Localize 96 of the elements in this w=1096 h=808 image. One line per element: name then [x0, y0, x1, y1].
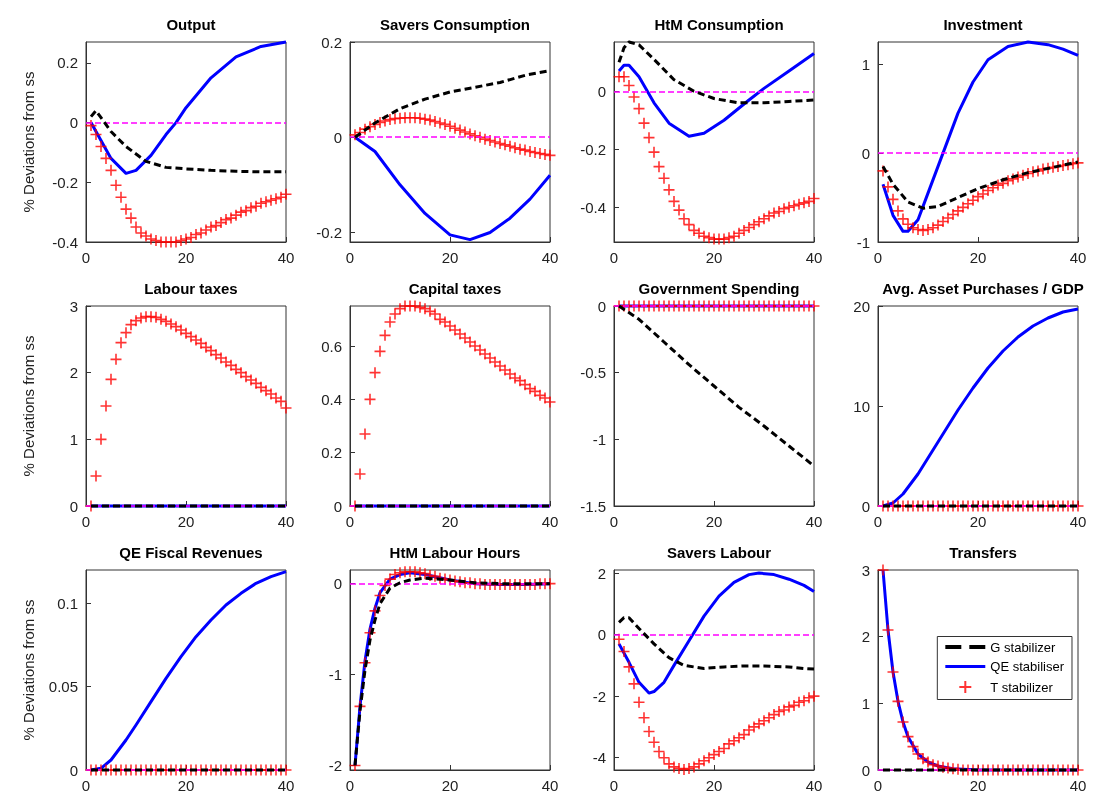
y-tick-label: 0.1 — [57, 594, 78, 612]
x-tick-label: 40 — [805, 777, 823, 794]
y-tick-label: 0 — [597, 297, 606, 315]
y-tick-label: 0 — [69, 761, 78, 779]
y-tick-label: 0 — [333, 575, 342, 593]
y-tick-label: 0.6 — [321, 337, 342, 355]
chart-title: HtM Consumption — [654, 16, 784, 33]
x-tick-label: 20 — [177, 249, 195, 266]
y-tick-label: 0 — [69, 114, 78, 132]
y-tick-label: -0.2 — [580, 140, 606, 158]
x-tick-label: 0 — [345, 777, 355, 794]
x-tick-label: 20 — [705, 513, 723, 530]
legend-label: QE stabiliser — [990, 658, 1065, 674]
x-tick-label: 40 — [805, 513, 823, 530]
y-tick-label: 0.05 — [48, 678, 78, 696]
x-tick-label: 20 — [177, 513, 195, 530]
chart-title: QE Fiscal Revenues — [119, 544, 263, 561]
chart-title: Investment — [943, 16, 1023, 33]
y-tick-label: -2 — [592, 687, 606, 705]
y-tick-label: 1 — [861, 694, 870, 712]
x-tick-label: 20 — [441, 513, 459, 530]
y-tick-label: -0.5 — [580, 364, 606, 382]
y-tick-label: -1 — [592, 430, 606, 448]
chart-title: Labour taxes — [144, 280, 238, 297]
y-tick-label: -0.2 — [52, 173, 78, 191]
chart-title: Output — [166, 16, 216, 33]
x-tick-label: 40 — [277, 513, 295, 530]
y-tick-label: 0.2 — [57, 54, 78, 72]
chart-title: Capital taxes — [408, 280, 502, 297]
y-tick-label: -1 — [328, 666, 342, 684]
y-tick-label: -0.4 — [580, 198, 606, 216]
x-tick-label: 0 — [609, 777, 619, 794]
y-tick-label: -0.4 — [52, 233, 78, 251]
x-tick-label: 0 — [873, 513, 883, 530]
y-tick-label: 2 — [69, 364, 78, 382]
y-tick-label: 0 — [597, 626, 606, 644]
y-tick-label: 0 — [597, 82, 606, 100]
x-tick-label: 20 — [441, 249, 459, 266]
y-axis-title: % Deviations from ss — [20, 599, 37, 741]
y-tick-label: 0 — [861, 497, 870, 515]
chart-title: Avg. Asset Purchases / GDP — [882, 280, 1084, 297]
x-tick-label: 40 — [541, 513, 559, 530]
y-tick-label: 2 — [597, 564, 606, 582]
chart-title: Savers Consumption — [379, 16, 531, 33]
y-tick-label: 0 — [861, 761, 870, 779]
x-tick-label: 0 — [609, 513, 619, 530]
x-tick-label: 0 — [873, 777, 883, 794]
x-tick-label: 40 — [277, 777, 295, 794]
x-tick-label: 20 — [705, 777, 723, 794]
y-tick-label: -0.2 — [316, 223, 342, 241]
x-tick-label: 0 — [345, 249, 355, 266]
x-tick-label: 40 — [1069, 249, 1087, 266]
x-tick-label: 40 — [277, 249, 295, 266]
x-tick-label: 0 — [81, 513, 91, 530]
y-tick-label: 10 — [853, 397, 870, 415]
x-tick-label: 40 — [541, 777, 559, 794]
y-tick-label: 0.2 — [321, 33, 342, 51]
x-tick-label: 20 — [969, 777, 987, 794]
x-tick-label: 20 — [441, 777, 459, 794]
x-tick-label: 20 — [969, 249, 987, 266]
x-tick-label: 0 — [81, 249, 91, 266]
x-tick-label: 40 — [1069, 777, 1087, 794]
x-tick-label: 40 — [541, 249, 559, 266]
y-tick-label: -1.5 — [580, 497, 606, 515]
chart-title: Savers Labour — [666, 544, 772, 561]
y-tick-label: -2 — [328, 756, 342, 774]
chart-title: Government Spending — [638, 280, 800, 297]
x-tick-label: 20 — [177, 777, 195, 794]
y-tick-label: 0 — [333, 128, 342, 146]
y-tick-label: 1 — [69, 430, 78, 448]
y-tick-label: 0.4 — [321, 390, 342, 408]
y-axis-title: % Deviations from ss — [20, 71, 37, 213]
x-tick-label: 0 — [345, 513, 355, 530]
x-tick-label: 40 — [805, 249, 823, 266]
x-tick-label: 40 — [1069, 513, 1087, 530]
x-tick-label: 0 — [873, 249, 883, 266]
y-tick-label: 0 — [69, 497, 78, 515]
y-tick-label: 20 — [853, 297, 870, 315]
y-tick-label: -1 — [856, 233, 870, 251]
x-tick-label: 20 — [969, 513, 987, 530]
legend-label: G stabilizer — [990, 639, 1056, 655]
y-tick-label: 0 — [333, 497, 342, 515]
y-tick-label: 0.2 — [321, 444, 342, 462]
y-tick-label: 1 — [861, 55, 870, 73]
chart-title: HtM Labour Hours — [389, 544, 521, 561]
y-axis-title: % Deviations from ss — [20, 335, 37, 477]
y-tick-label: -4 — [592, 749, 606, 767]
x-tick-label: 0 — [81, 777, 91, 794]
legend-label: T stabilizer — [990, 679, 1054, 695]
y-tick-label: 2 — [861, 628, 870, 646]
y-tick-label: 0 — [861, 144, 870, 162]
x-tick-label: 0 — [609, 249, 619, 266]
y-tick-label: 3 — [861, 561, 870, 579]
y-tick-label: 3 — [69, 297, 78, 315]
x-tick-label: 20 — [705, 249, 723, 266]
chart-title: Transfers — [949, 544, 1017, 561]
